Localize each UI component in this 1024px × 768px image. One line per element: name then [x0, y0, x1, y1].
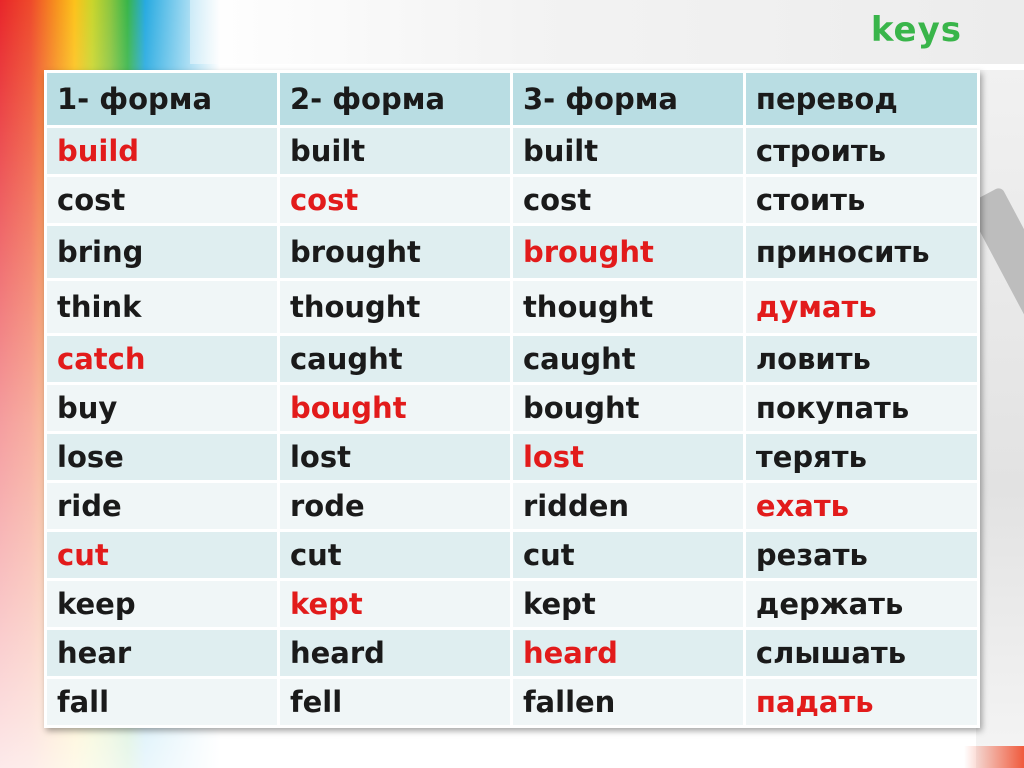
- form-3-cell: kept: [509, 578, 746, 630]
- table-row: ride rode ridden ехать: [44, 480, 981, 532]
- form-2-cell: built: [276, 125, 513, 177]
- form-3-cell: fallen: [509, 676, 746, 728]
- table-row: bring brought brought приносить: [44, 223, 981, 281]
- translation-cell: терять: [742, 431, 981, 483]
- form-3-cell: brought: [509, 223, 746, 281]
- form-1-cell: ride: [44, 480, 280, 532]
- header-translation: перевод: [742, 70, 981, 128]
- form-2-cell: brought: [276, 223, 513, 281]
- background-right-band: [976, 70, 1024, 768]
- table-row: think thought thought думать: [44, 278, 981, 336]
- table-row: hear heard heard слышать: [44, 627, 981, 679]
- form-3-cell: cut: [509, 529, 746, 581]
- form-3-cell: caught: [509, 333, 746, 385]
- form-1-cell: keep: [44, 578, 280, 630]
- form-3-cell: cost: [509, 174, 746, 226]
- background-bottom-accent: [964, 746, 1024, 768]
- form-1-cell: cut: [44, 529, 280, 581]
- header-form-2: 2- форма: [276, 70, 513, 128]
- table-body: build built built строить cost cost cost стоить…: [44, 125, 981, 728]
- table-row: lose lost lost терять: [44, 431, 981, 483]
- form-2-cell: heard: [276, 627, 513, 679]
- form-1-cell: lose: [44, 431, 280, 483]
- table-row: buy bought bought покупать: [44, 382, 981, 434]
- irregular-verbs-table: 1- форма 2- форма 3- форма перевод build…: [44, 70, 981, 728]
- form-1-cell: think: [44, 278, 280, 336]
- translation-cell: ехать: [742, 480, 981, 532]
- translation-cell: слышать: [742, 627, 981, 679]
- translation-cell: строить: [742, 125, 981, 177]
- form-3-cell: bought: [509, 382, 746, 434]
- table-row: catch caught caught ловить: [44, 333, 981, 385]
- form-3-cell: lost: [509, 431, 746, 483]
- keys-title: keys: [870, 10, 962, 50]
- form-2-cell: kept: [276, 578, 513, 630]
- translation-cell: ловить: [742, 333, 981, 385]
- translation-cell: думать: [742, 278, 981, 336]
- form-2-cell: cost: [276, 174, 513, 226]
- table-row: keep kept kept держать: [44, 578, 981, 630]
- header-form-3: 3- форма: [509, 70, 746, 128]
- table-row: cost cost cost стоить: [44, 174, 981, 226]
- form-1-cell: catch: [44, 333, 280, 385]
- translation-cell: приносить: [742, 223, 981, 281]
- translation-cell: стоить: [742, 174, 981, 226]
- form-2-cell: rode: [276, 480, 513, 532]
- form-1-cell: buy: [44, 382, 280, 434]
- background-top-band: [190, 0, 1024, 64]
- form-2-cell: bought: [276, 382, 513, 434]
- form-1-cell: hear: [44, 627, 280, 679]
- form-3-cell: built: [509, 125, 746, 177]
- header-form-1: 1- форма: [44, 70, 280, 128]
- form-1-cell: bring: [44, 223, 280, 281]
- form-3-cell: thought: [509, 278, 746, 336]
- form-2-cell: lost: [276, 431, 513, 483]
- table-header-row: 1- форма 2- форма 3- форма перевод: [44, 70, 981, 128]
- form-2-cell: cut: [276, 529, 513, 581]
- translation-cell: падать: [742, 676, 981, 728]
- translation-cell: покупать: [742, 382, 981, 434]
- form-1-cell: fall: [44, 676, 280, 728]
- table-row: fall fell fallen падать: [44, 676, 981, 728]
- table-row: cut cut cut резать: [44, 529, 981, 581]
- form-3-cell: heard: [509, 627, 746, 679]
- translation-cell: резать: [742, 529, 981, 581]
- form-2-cell: thought: [276, 278, 513, 336]
- form-1-cell: build: [44, 125, 280, 177]
- form-1-cell: cost: [44, 174, 280, 226]
- form-3-cell: ridden: [509, 480, 746, 532]
- translation-cell: держать: [742, 578, 981, 630]
- table-row: build built built строить: [44, 125, 981, 177]
- form-2-cell: caught: [276, 333, 513, 385]
- form-2-cell: fell: [276, 676, 513, 728]
